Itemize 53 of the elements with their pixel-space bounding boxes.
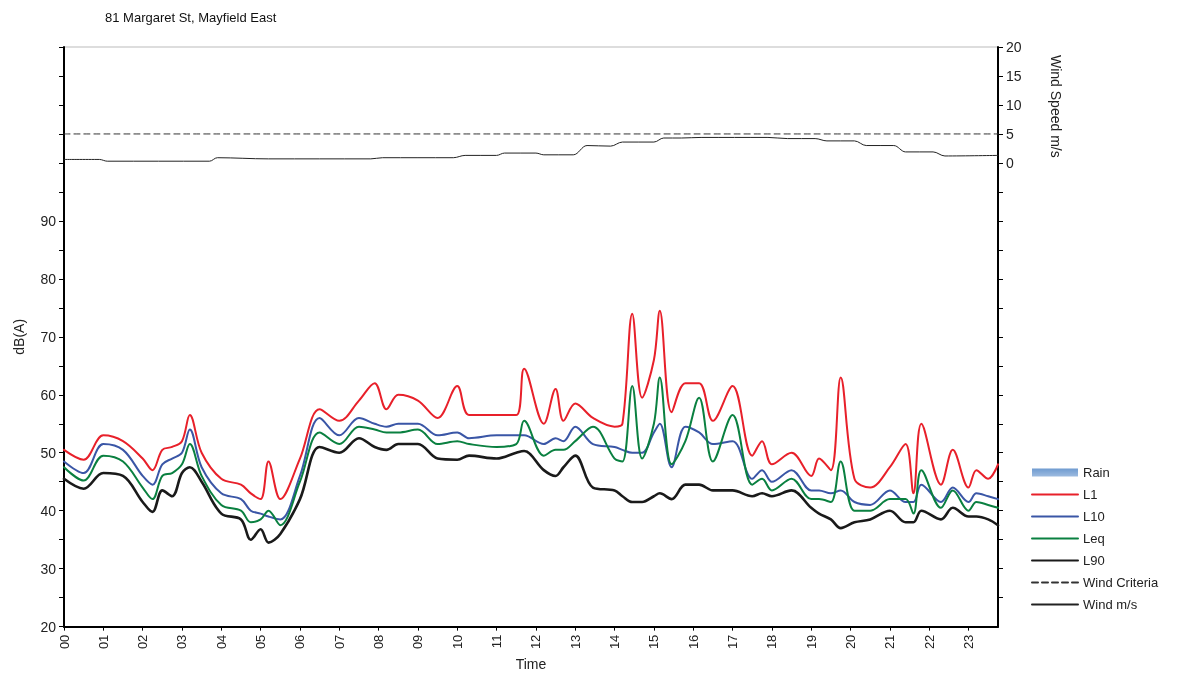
x-tick-label: 07 — [331, 634, 347, 650]
y2-tick-label: 10 — [1006, 96, 1022, 113]
x-tick-label: 17 — [725, 634, 741, 650]
x-tick-label: 05 — [253, 634, 269, 650]
x-tick-label: 10 — [449, 634, 465, 650]
line-series — [63, 416, 999, 521]
line-series — [62, 436, 1000, 544]
x-tick-label: 19 — [803, 634, 819, 650]
y-tick-label: 30 — [40, 560, 57, 577]
x-tick-label: 18 — [764, 634, 780, 650]
chart-title: 81 Margaret St, Mayfield East — [105, 10, 277, 25]
x-tick-label: 06 — [292, 634, 308, 650]
x-tick-label: 11 — [489, 634, 505, 649]
x-tick-label: 22 — [921, 634, 937, 650]
x-tick-label: 01 — [95, 634, 111, 650]
line-series — [63, 309, 999, 501]
y-tick-label: 60 — [40, 386, 57, 403]
x-tick-label: 15 — [646, 634, 662, 650]
x-tick-label: 20 — [843, 634, 859, 650]
y2-tick-label: 0 — [1006, 154, 1014, 171]
y-tick-label: 20 — [40, 618, 57, 635]
x-tick-label: 16 — [685, 634, 701, 650]
legend-label: L90 — [1083, 553, 1105, 568]
y-tick-label: 70 — [40, 328, 57, 345]
x-tick-label: 02 — [135, 634, 151, 650]
x-tick-label: 14 — [607, 634, 623, 650]
x-tick-label: 12 — [528, 634, 544, 650]
y-tick-label: 90 — [40, 212, 57, 229]
y-tick-label: 40 — [40, 502, 57, 519]
legend-label: Wind m/s — [1083, 597, 1138, 612]
legend-label: L1 — [1083, 487, 1098, 502]
y-tick-label: 50 — [40, 444, 57, 461]
x-tick-label: 09 — [410, 634, 426, 650]
x-tick-label: 21 — [882, 634, 898, 650]
legend-label: L10 — [1083, 509, 1105, 524]
x-tick-label: 23 — [961, 634, 977, 650]
x-tick-label: 03 — [174, 634, 190, 650]
y-axis-title: dB(A) — [11, 318, 27, 355]
y-tick-label: 80 — [40, 270, 57, 287]
y2-tick-label: 5 — [1006, 125, 1014, 142]
x-axis-title: Time — [515, 656, 547, 672]
line-series — [63, 376, 999, 527]
x-tick-label: 00 — [56, 634, 72, 650]
x-tick-label: 13 — [567, 634, 583, 650]
legend-label: Leq — [1083, 531, 1105, 546]
legend-label: Rain — [1083, 465, 1110, 480]
x-tick-label: 08 — [371, 634, 387, 650]
legend-label: Wind Criteria — [1083, 575, 1159, 590]
x-tick-label: 04 — [213, 634, 229, 650]
y2-axis-title: Wind Speed m/s — [1048, 55, 1064, 158]
y2-tick-label: 15 — [1006, 67, 1022, 84]
line-series — [63, 136, 999, 162]
y2-tick-label: 20 — [1006, 39, 1022, 55]
